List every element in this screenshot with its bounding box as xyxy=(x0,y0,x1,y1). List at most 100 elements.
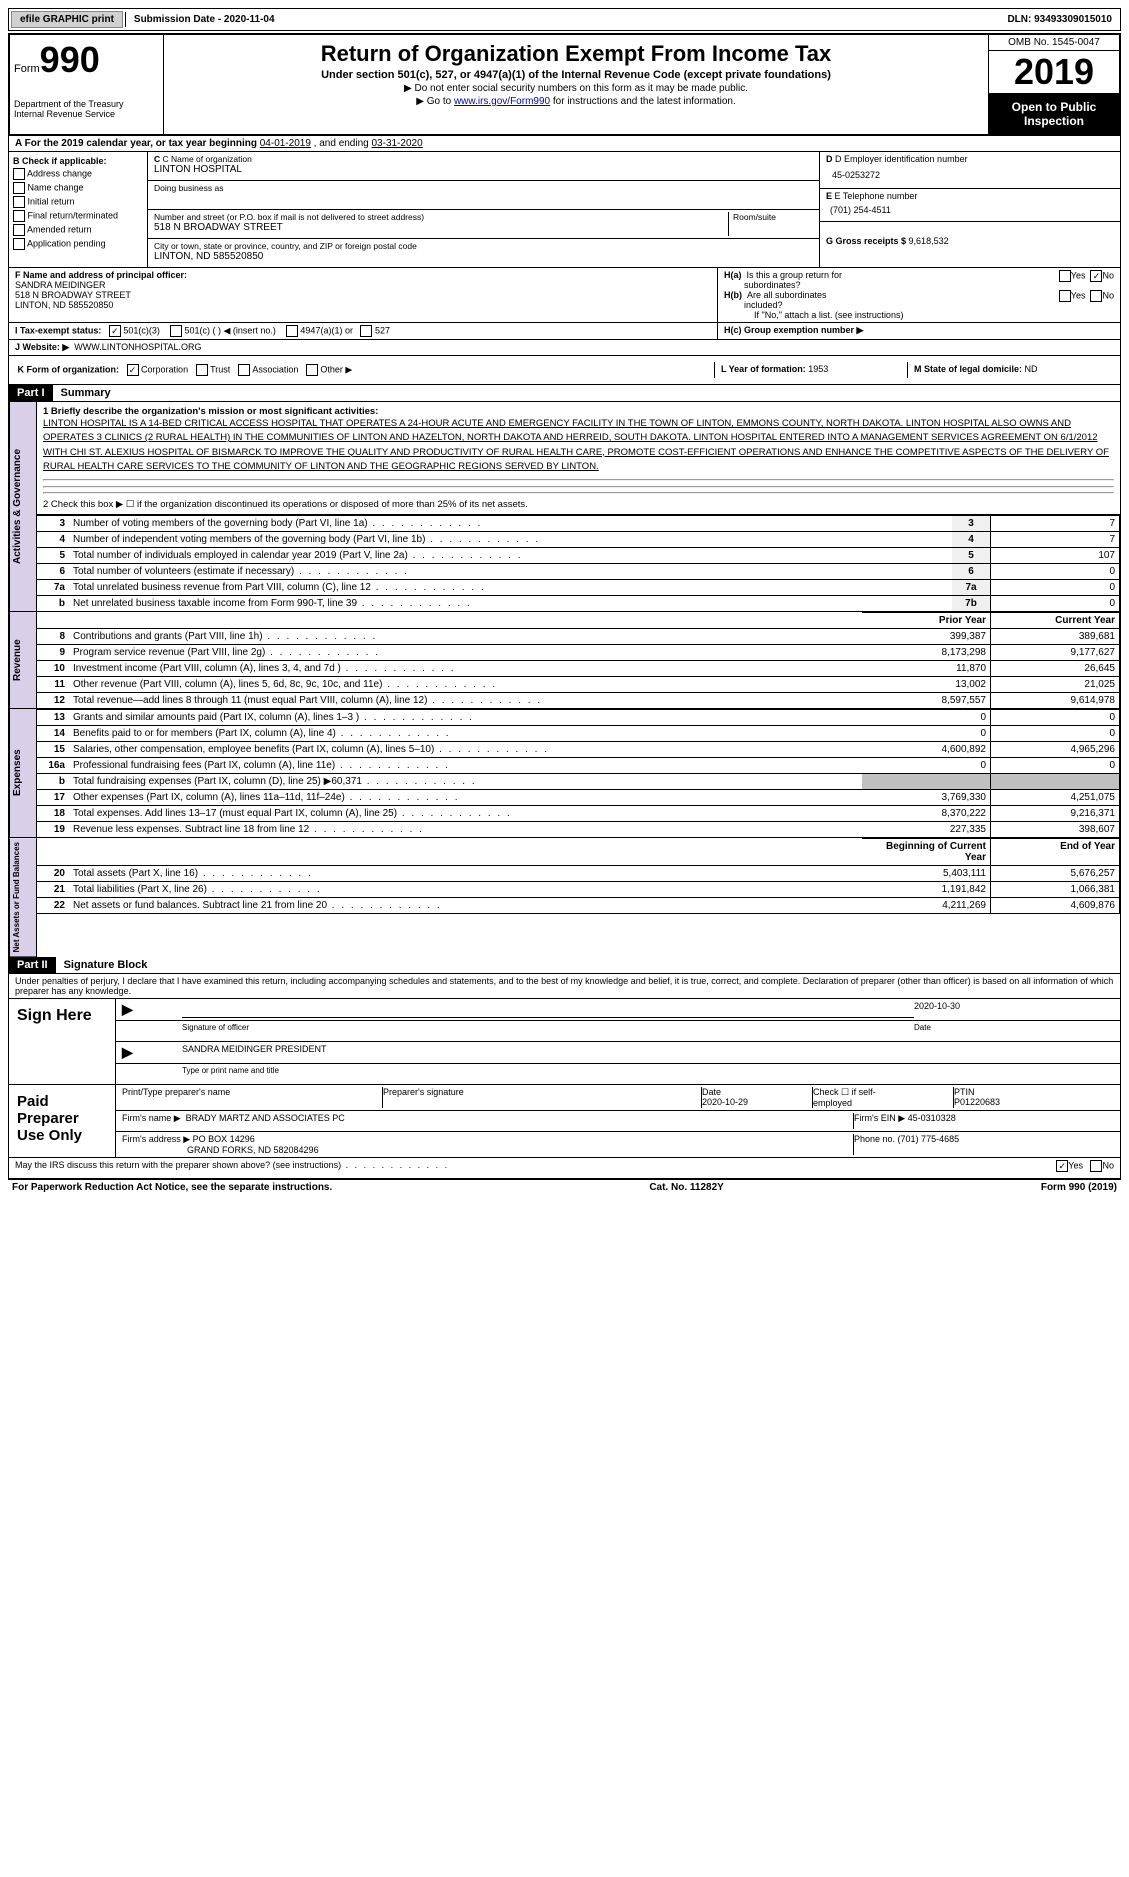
prep-date: 2020-10-29 xyxy=(702,1097,748,1107)
begin-year-header: Beginning of Current Year xyxy=(862,839,991,866)
chk-assoc[interactable] xyxy=(238,364,250,376)
activities-governance-section: Activities & Governance 1 Briefly descri… xyxy=(8,402,1121,612)
chk-name-change[interactable]: Name change xyxy=(13,182,143,194)
header-right: OMB No. 1545-0047 2019 Open to Public In… xyxy=(988,35,1119,134)
table-row: 10Investment income (Part VIII, column (… xyxy=(37,661,1120,677)
chk-4947[interactable] xyxy=(286,325,298,337)
table-row: 9Program service revenue (Part VIII, lin… xyxy=(37,645,1120,661)
street: 518 N BROADWAY STREET xyxy=(154,222,728,233)
cat-no: Cat. No. 11282Y xyxy=(649,1182,723,1193)
chk-501c[interactable] xyxy=(170,325,182,337)
table-row: 20Total assets (Part X, line 16)5,403,11… xyxy=(37,866,1120,882)
chk-address-change[interactable]: Address change xyxy=(13,168,143,180)
efile-print-button[interactable]: efile GRAPHIC print xyxy=(11,11,123,28)
main-title: Return of Organization Exempt From Incom… xyxy=(168,41,984,67)
part1-title: Summary xyxy=(53,387,111,399)
mission-block: 1 Briefly describe the organization's mi… xyxy=(37,402,1120,515)
irs-link[interactable]: www.irs.gov/Form990 xyxy=(454,96,550,107)
table-row: 16aProfessional fundraising fees (Part I… xyxy=(37,758,1120,774)
chk-trust[interactable] xyxy=(196,364,208,376)
part2-bar: Part II Signature Block xyxy=(8,957,1121,974)
chk-amended[interactable]: Amended return xyxy=(13,224,143,236)
state-domicile: M State of legal domicile: ND xyxy=(908,362,1120,378)
tab-expenses: Expenses xyxy=(9,709,37,838)
ha-yes-no[interactable]: Yes No xyxy=(1059,270,1114,290)
row-a-tax-year: A For the 2019 calendar year, or tax yea… xyxy=(8,136,1121,152)
org-name-cell: C C Name of organization LINTON HOSPITAL xyxy=(148,152,819,181)
row-k: K Form of organization: Corporation Trus… xyxy=(8,356,1121,385)
group-return: H(a) Is this a group return for subordin… xyxy=(718,268,1120,322)
street-cell: Number and street (or P.O. box if mail i… xyxy=(148,210,819,239)
phone-cell: E E Telephone number (701) 254-4511 xyxy=(820,189,1120,222)
table-row: 14Benefits paid to or for members (Part … xyxy=(37,726,1120,742)
top-bar: efile GRAPHIC print Submission Date - 20… xyxy=(8,8,1121,31)
net-assets-table: Beginning of Current Year End of Year 20… xyxy=(37,838,1120,914)
table-row: 12Total revenue—add lines 8 through 11 (… xyxy=(37,693,1120,709)
hc-group-exemption: H(c) Group exemption number ▶ xyxy=(718,323,1120,339)
tax-year: 2019 xyxy=(989,51,1119,94)
revenue-header-row: Prior Year Current Year xyxy=(37,613,1120,629)
chk-app-pending[interactable]: Application pending xyxy=(13,238,143,250)
firm-addr1: PO BOX 14296 xyxy=(193,1134,255,1144)
chk-corp[interactable] xyxy=(127,364,139,376)
note-link: ▶ Go to www.irs.gov/Form990 for instruct… xyxy=(168,96,984,107)
current-year-header: Current Year xyxy=(991,613,1120,629)
year-formation: L Year of formation: 1953 xyxy=(715,362,908,378)
net-header-row: Beginning of Current Year End of Year xyxy=(37,839,1120,866)
arrow-icon: ▶ xyxy=(122,1001,182,1018)
table-row: 21Total liabilities (Part X, line 26)1,1… xyxy=(37,882,1120,898)
chk-527[interactable] xyxy=(360,325,372,337)
omb-number: OMB No. 1545-0047 xyxy=(989,35,1119,51)
end-year-header: End of Year xyxy=(991,839,1120,866)
tab-net-assets: Net Assets or Fund Balances xyxy=(9,838,37,957)
table-row: 4Number of independent voting members of… xyxy=(37,532,1120,548)
department: Department of the Treasury Internal Reve… xyxy=(14,99,159,119)
net-assets-section: Net Assets or Fund Balances Beginning of… xyxy=(8,838,1121,957)
table-row: 7aTotal unrelated business revenue from … xyxy=(37,580,1120,596)
principal-officer: F Name and address of principal officer:… xyxy=(9,268,718,322)
paid-preparer-label: Paid Preparer Use Only xyxy=(9,1085,116,1157)
table-row: bNet unrelated business taxable income f… xyxy=(37,596,1120,612)
tab-activities: Activities & Governance xyxy=(9,402,37,612)
header-grid: B Check if applicable: Address change Na… xyxy=(8,152,1121,268)
subtitle: Under section 501(c), 527, or 4947(a)(1)… xyxy=(168,69,984,81)
ein-cell: D D Employer identification number 45-02… xyxy=(820,152,1120,189)
tab-revenue: Revenue xyxy=(9,612,37,709)
city-cell: City or town, state or province, country… xyxy=(148,239,819,267)
table-row: 3Number of voting members of the governi… xyxy=(37,516,1120,532)
signature-block: Under penalties of perjury, I declare th… xyxy=(8,974,1121,1179)
revenue-section: Revenue Prior Year Current Year 8Contrib… xyxy=(8,612,1121,709)
table-row: 11Other revenue (Part VIII, column (A), … xyxy=(37,677,1120,693)
form-header: Form990 Department of the Treasury Inter… xyxy=(8,33,1121,136)
firm-phone: (701) 775-4685 xyxy=(898,1134,960,1144)
table-row: 13Grants and similar amounts paid (Part … xyxy=(37,710,1120,726)
chk-other[interactable] xyxy=(306,364,318,376)
sig-date: 2020-10-30 xyxy=(914,1001,1114,1018)
chk-final-return[interactable]: Final return/terminated xyxy=(13,210,143,222)
self-employed-check[interactable]: Check ☐ if self-employed xyxy=(813,1087,954,1108)
ein: 45-0253272 xyxy=(826,164,1114,186)
table-row: bTotal fundraising expenses (Part IX, co… xyxy=(37,774,1120,790)
note-ssn: ▶ Do not enter social security numbers o… xyxy=(168,83,984,94)
city: LINTON, ND 585520850 xyxy=(154,251,813,262)
form-number: Form990 xyxy=(14,39,159,81)
part2-header: Part II xyxy=(9,957,56,973)
header-title: Return of Organization Exempt From Incom… xyxy=(164,35,988,134)
firm-addr2: GRAND FORKS, ND 582084296 xyxy=(187,1145,319,1155)
hb-yes-no[interactable]: Yes No xyxy=(1059,290,1114,310)
form-ref: Form 990 (2019) xyxy=(1041,1182,1117,1193)
footer: For Paperwork Reduction Act Notice, see … xyxy=(8,1179,1121,1195)
chk-initial-return[interactable]: Initial return xyxy=(13,196,143,208)
discuss-yes-no[interactable]: Yes No xyxy=(1056,1160,1114,1176)
table-row: 19Revenue less expenses. Subtract line 1… xyxy=(37,822,1120,838)
sign-here-label: Sign Here xyxy=(9,999,116,1084)
chk-501c3[interactable] xyxy=(109,325,121,337)
mission-text: LINTON HOSPITAL IS A 14-BED CRITICAL ACC… xyxy=(43,418,1109,472)
table-row: 6Total number of volunteers (estimate if… xyxy=(37,564,1120,580)
org-name: LINTON HOSPITAL xyxy=(154,164,813,175)
col-b-checkboxes: B Check if applicable: Address change Na… xyxy=(9,152,148,267)
row-j-website: J Website: ▶ WWW.LINTONHOSPITAL.ORG xyxy=(8,340,1121,356)
firm-name: BRADY MARTZ AND ASSOCIATES PC xyxy=(186,1113,345,1123)
dln: DLN: 93493309015010 xyxy=(999,12,1120,27)
row-f-h: F Name and address of principal officer:… xyxy=(8,268,1121,323)
